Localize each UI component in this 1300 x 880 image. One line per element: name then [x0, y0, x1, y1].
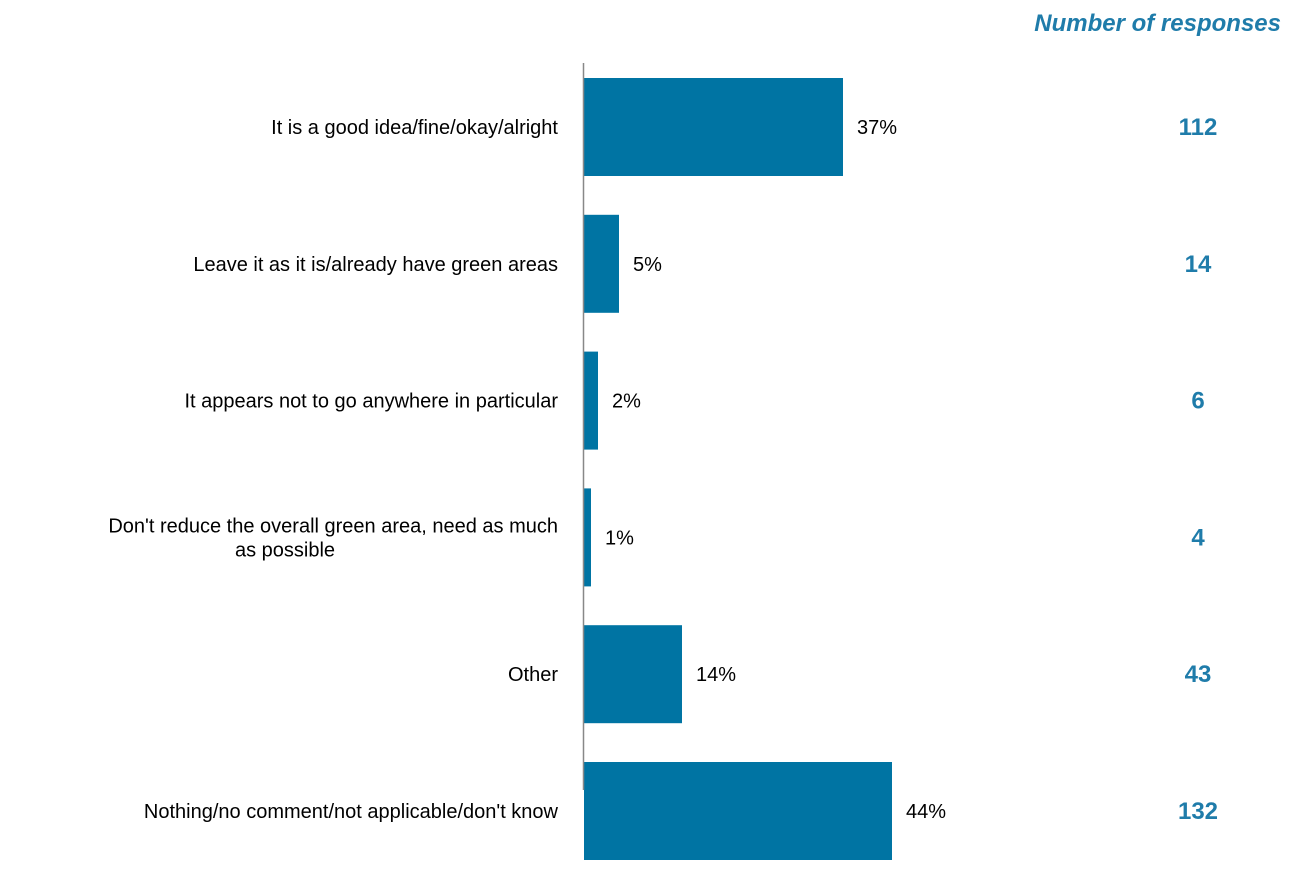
count-label-1: 14	[1185, 251, 1212, 278]
count-label-0: 112	[1179, 114, 1218, 141]
value-label-5: 44%	[906, 801, 946, 823]
bar-1	[584, 214, 619, 313]
category-label-4: Other	[508, 664, 558, 686]
category-label-5: Nothing/no comment/not applicable/don't …	[144, 801, 559, 823]
category-label-0: It is a good idea/fine/okay/alright	[271, 117, 558, 139]
value-label-4: 14%	[696, 664, 736, 686]
category-label-2: It appears not to go anywhere in particu…	[184, 391, 558, 413]
bar-0	[584, 78, 843, 176]
category-label-3-line-0: Don't reduce the overall green area, nee…	[108, 515, 558, 537]
responses-header: Number of responses	[1034, 10, 1281, 37]
bar-4	[584, 625, 682, 724]
count-label-3: 4	[1191, 524, 1205, 551]
value-label-2: 2%	[612, 391, 641, 413]
bar-5	[584, 762, 892, 860]
count-label-2: 6	[1191, 388, 1204, 415]
value-label-1: 5%	[633, 254, 662, 276]
count-label-4: 43	[1185, 661, 1212, 688]
value-label-0: 37%	[857, 117, 897, 139]
category-label-3-line-1: as possible	[235, 539, 335, 561]
bar-2	[584, 351, 598, 450]
count-label-5: 132	[1178, 798, 1218, 825]
value-label-3: 1%	[605, 527, 634, 549]
category-label-1: Leave it as it is/already have green are…	[193, 254, 558, 276]
bar-3	[584, 488, 591, 587]
